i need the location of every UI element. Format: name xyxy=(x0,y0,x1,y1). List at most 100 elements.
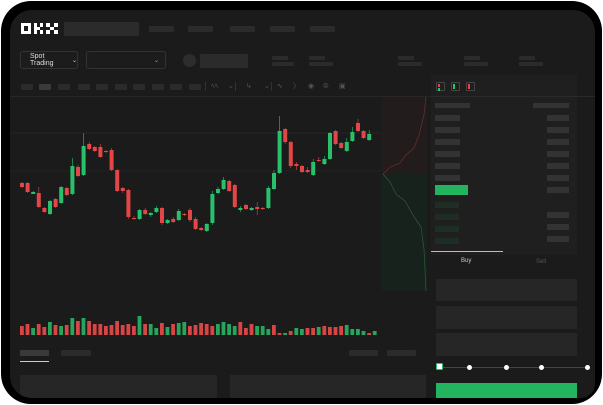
candle-body xyxy=(143,210,148,214)
candlestick-chart[interactable] xyxy=(10,97,431,337)
slider-stop-25[interactable] xyxy=(467,365,472,370)
timeframe-button[interactable] xyxy=(170,84,182,90)
candle-body xyxy=(244,205,248,209)
orders-panel xyxy=(20,375,217,398)
book-view-both-icon[interactable] xyxy=(436,82,445,91)
chevron-down-icon[interactable]: ⌄ xyxy=(228,83,234,90)
slider-stop-75[interactable] xyxy=(539,365,544,370)
candle-body xyxy=(249,208,254,210)
candle xyxy=(126,189,131,219)
candle-body xyxy=(367,134,372,140)
candle xyxy=(300,165,304,173)
candle-body xyxy=(350,132,355,141)
candle-body xyxy=(87,144,92,149)
bid-price xyxy=(435,238,459,244)
buy-button[interactable] xyxy=(436,383,577,398)
price-input[interactable] xyxy=(436,279,577,301)
tab-sell[interactable]: Sell xyxy=(536,259,547,265)
ruler-icon[interactable]: 〉 xyxy=(293,83,300,90)
timeframe-button[interactable] xyxy=(78,84,90,90)
volume-bar xyxy=(64,325,69,335)
timeframe-button[interactable] xyxy=(21,84,33,90)
slider-stop-50[interactable] xyxy=(504,365,509,370)
filter-button[interactable] xyxy=(349,350,378,356)
candle-body xyxy=(160,208,164,223)
volume-bar xyxy=(193,325,198,335)
candle-body xyxy=(227,181,232,191)
chevron-down-icon: ⌄ xyxy=(71,57,77,64)
timeframe-button[interactable] xyxy=(115,84,127,90)
amount-input[interactable] xyxy=(436,306,577,329)
nav-item[interactable] xyxy=(149,26,174,32)
candle-body xyxy=(328,133,332,159)
candle xyxy=(109,148,114,171)
candle xyxy=(148,212,153,217)
candle-body xyxy=(115,170,120,191)
total-input[interactable] xyxy=(436,333,577,356)
ask-amount xyxy=(547,187,569,193)
market-type-dropdown[interactable]: Spot Trading ⌄ xyxy=(20,51,78,69)
candle-body xyxy=(36,193,41,207)
candle-body xyxy=(255,207,260,209)
volume-bar xyxy=(277,333,282,335)
nav-item[interactable] xyxy=(230,26,255,32)
book-view-bids-icon[interactable] xyxy=(451,82,460,91)
candle-body xyxy=(333,131,338,144)
volume-bar xyxy=(31,328,35,335)
volume-bar xyxy=(227,324,231,335)
candle-body xyxy=(272,173,276,189)
indicator-icon[interactable]: ﾍﾍ xyxy=(211,83,218,90)
volume-bar xyxy=(316,327,321,335)
volume-bar xyxy=(20,326,24,335)
volume-bar xyxy=(171,324,175,335)
candle-body xyxy=(288,142,293,166)
nav-item[interactable] xyxy=(310,26,335,32)
volume-bar xyxy=(25,324,30,335)
volume-bar xyxy=(115,321,119,335)
timeframe-button[interactable] xyxy=(96,84,108,90)
wave-icon[interactable]: ∿ xyxy=(277,83,283,90)
draw-tool-icon[interactable]: ↳ xyxy=(246,83,252,90)
nav-item[interactable] xyxy=(270,26,295,32)
candle xyxy=(137,209,142,220)
amount-slider[interactable] xyxy=(440,367,589,368)
slider-stop-100[interactable] xyxy=(585,365,590,370)
candle xyxy=(70,158,75,195)
candle xyxy=(64,187,69,196)
book-view-asks-icon[interactable] xyxy=(466,82,475,91)
depth-chart xyxy=(382,97,427,292)
volume-bar xyxy=(356,329,360,335)
timeframe-button[interactable] xyxy=(58,84,70,90)
ask-price xyxy=(435,163,460,169)
timeframe-button[interactable] xyxy=(189,84,201,90)
volume-bar xyxy=(126,324,131,335)
pair-dropdown[interactable]: ⌄ xyxy=(86,51,166,69)
filter-button[interactable] xyxy=(387,350,416,356)
search-bar[interactable] xyxy=(64,22,139,36)
candle-body xyxy=(70,166,75,194)
timeframe-button[interactable] xyxy=(133,84,145,90)
chevron-down-icon[interactable]: ⌄ xyxy=(264,83,270,90)
tab-open-orders[interactable] xyxy=(20,350,49,356)
volume-bar xyxy=(372,331,377,335)
nav-item[interactable] xyxy=(188,26,213,32)
bid-amount xyxy=(547,224,569,230)
ask-price xyxy=(435,175,460,181)
volume-bar xyxy=(350,329,355,335)
camera-icon[interactable]: ◉ xyxy=(308,83,315,90)
fullscreen-icon[interactable]: ▣ xyxy=(339,83,346,90)
candle-body xyxy=(137,210,142,219)
timeframe-button[interactable] xyxy=(152,84,164,90)
candle xyxy=(294,162,299,170)
tab-buy[interactable]: Buy xyxy=(461,258,472,264)
slider-handle[interactable] xyxy=(436,363,443,370)
settings-icon[interactable]: ⦾ xyxy=(323,83,329,90)
timeframe-button[interactable] xyxy=(39,84,51,90)
candle xyxy=(59,186,64,204)
tab-order-history[interactable] xyxy=(61,350,91,356)
candle xyxy=(244,204,248,210)
ask-amount xyxy=(547,139,569,145)
volume-bar xyxy=(344,325,349,335)
candle-body xyxy=(283,129,288,142)
